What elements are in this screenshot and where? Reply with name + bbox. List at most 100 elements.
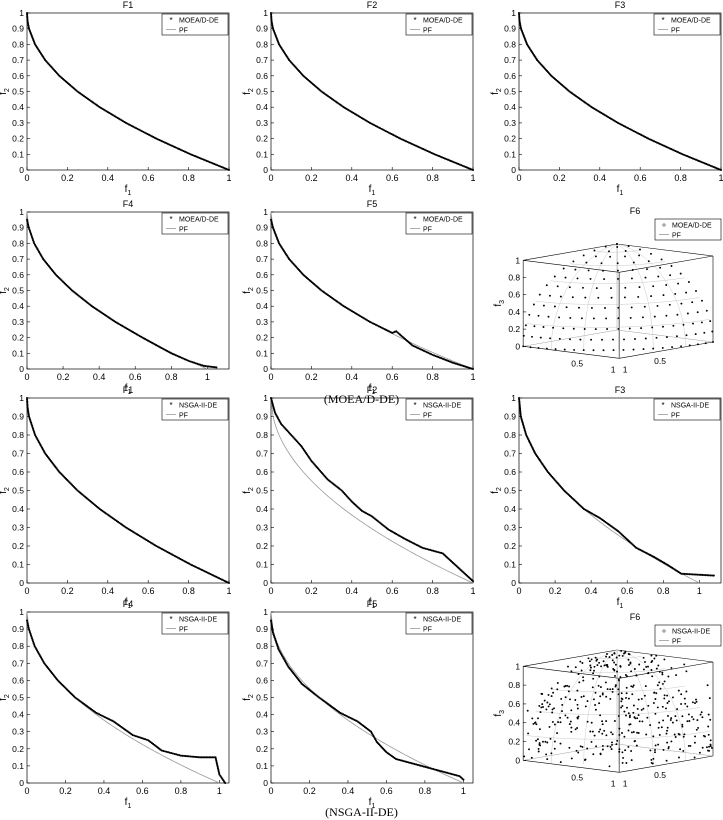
nsga-f6-point-71 [581,662,584,664]
nsga-f6-point-55 [618,733,621,736]
moead-f6-point-151 [632,348,635,351]
moead-f6-point-115 [682,323,685,326]
nsga-f6-point-350 [681,725,684,728]
nsga-f3-point-0 [517,396,521,400]
moead-f6-point-104 [562,327,565,330]
moead-f1-ytick-label-10: 1 [19,8,24,18]
moead-f2-xlabel: f1 [369,184,376,197]
moead-f2-point-1 [270,13,273,16]
moead-f6-point-99 [705,309,708,312]
legend-box [654,218,722,241]
moead-f3-ylabel-sub: 2 [496,88,503,92]
nsga-f6-point-277 [627,712,630,715]
nsga-f1-ylabel-text: f2 [0,487,11,494]
nsga-f5-ytick-label-6: 0.6 [256,675,268,685]
nsga-f6-point-371 [661,671,664,674]
nsga-f6-point-50 [592,677,595,680]
nsga-f6-point-270 [694,735,697,738]
nsga-f6-box-front-bottom-right [619,755,714,773]
nsga-f6-point-248 [544,740,547,743]
nsga-f4-ytick-label-4: 0.4 [12,710,24,720]
nsga-f3-ytick-label-10: 1 [511,393,516,403]
nsga-f1-point-1 [26,398,29,401]
moead-f6-point-54 [538,293,541,296]
moead-f6-point-147 [592,349,595,352]
moead-f6-point-16 [585,261,588,264]
nsga-f6-point-404 [708,745,711,748]
moead-f3-title: F3 [615,0,626,10]
nsga-f6-point-243 [709,718,712,721]
moead-f6-point-131 [644,337,647,340]
nsga-f6-point-122 [616,739,619,742]
moead-f6-point-17 [600,262,603,265]
legend-label: MOEA/D-DE [179,217,219,224]
nsga-f6-point-244 [586,720,589,723]
nsga-f4-ylabel: f2 [0,694,11,701]
moead-f4-point-157 [215,366,218,369]
nsga-f4-ytick-label-9: 0.9 [12,624,24,634]
nsga-f6-point-224 [617,715,620,717]
nsga-f1-xlabel-sub: 1 [127,603,131,610]
nsga-f1-ytick-label-2: 0.2 [12,541,24,551]
nsga-f4-point-2 [26,622,29,626]
nsga-f4-point-130 [175,753,178,756]
nsga-f1-xlabel: f1 [125,597,132,610]
nsga-f3-ylabel-sub: 2 [496,487,503,491]
nsga-f6-point-32 [683,663,686,666]
nsga-f2-ylabel-sub: 2 [248,487,255,491]
moead-f6-point-126 [590,338,593,341]
moead-f6-point-98 [696,311,699,314]
moead-f6-point-46 [595,287,598,290]
moead-f4-xlabel: f1 [125,383,132,396]
nsga-f6-point-320 [576,717,579,720]
moead-f5-xtick-label-4: 0.8 [426,372,439,382]
nsga-f6-point-147 [647,704,650,707]
nsga-f6-point-128 [616,670,618,673]
moead-f1-ytick-label-6: 0.6 [12,71,24,81]
nsga-f6-point-149 [628,716,631,719]
moead-f1-point-3 [26,16,29,19]
moead-f3-xtick-label-5: 1 [718,173,723,183]
nsga-f6-zlabel: f3 [493,710,506,717]
nsga-f6-point-352 [695,698,697,701]
nsga-f6-point-79 [680,703,683,705]
moead-f6-point-68 [532,303,535,306]
nsga-f6-point-54 [687,744,690,747]
nsga-f6-point-202 [693,741,696,744]
nsga-f6-point-72 [625,714,627,717]
moead-f2-point-4 [270,18,273,21]
nsga-f4-point-136 [184,755,187,758]
legend-pf-label: PF [179,28,188,35]
moead-f1-ytick-label-3: 0.3 [12,118,24,128]
nsga-f6-point-333 [631,693,634,696]
moead-f5-ytick-label-7: 0.7 [256,254,268,264]
moead-f5-point-0 [269,218,273,221]
moead-f6-point-80 [680,302,683,305]
moead-f4-xlabel-text: f1 [125,383,132,396]
moead-f1-ytick-label-2: 0.2 [12,134,24,144]
nsga-f6-ztick-label-3: 0.6 [508,699,520,709]
nsga-f2-xtick-label-5: 1 [470,586,475,596]
nsga-f4-point-134 [181,754,184,757]
nsga-f1-ytick-label-6: 0.6 [12,467,24,477]
nsga-f4-ytick-label-7: 0.7 [12,658,24,668]
moead-f6-xtick-label-1: 1 [611,364,616,374]
nsga-f6-point-231 [556,732,559,735]
moead-f4-point-154 [210,365,213,368]
legend-marker: * [413,215,416,224]
nsga-f4-point-133 [179,754,182,757]
nsga-f3-ytick-label-4: 0.4 [504,504,516,514]
moead-f3-ylabel: f2 [490,88,503,95]
moead-f4-point-152 [207,365,210,368]
moead-f6-point-75 [617,306,620,309]
nsga-f6-point-308 [611,688,614,691]
moead-f6-ztick-label-4: 0.8 [508,273,520,283]
nsga-f4-xtick-label-4: 0.8 [175,786,188,796]
nsga-f4-xtick-label-1: 0.2 [59,786,72,796]
legend-marker [662,223,666,227]
nsga-f6-point-42 [663,680,666,683]
nsga-f4-point-172 [224,781,227,785]
nsga-f5-xtick-label-5: 1 [461,786,466,796]
nsga-f6-point-70 [574,666,577,669]
nsga-f6-point-250 [694,702,696,705]
